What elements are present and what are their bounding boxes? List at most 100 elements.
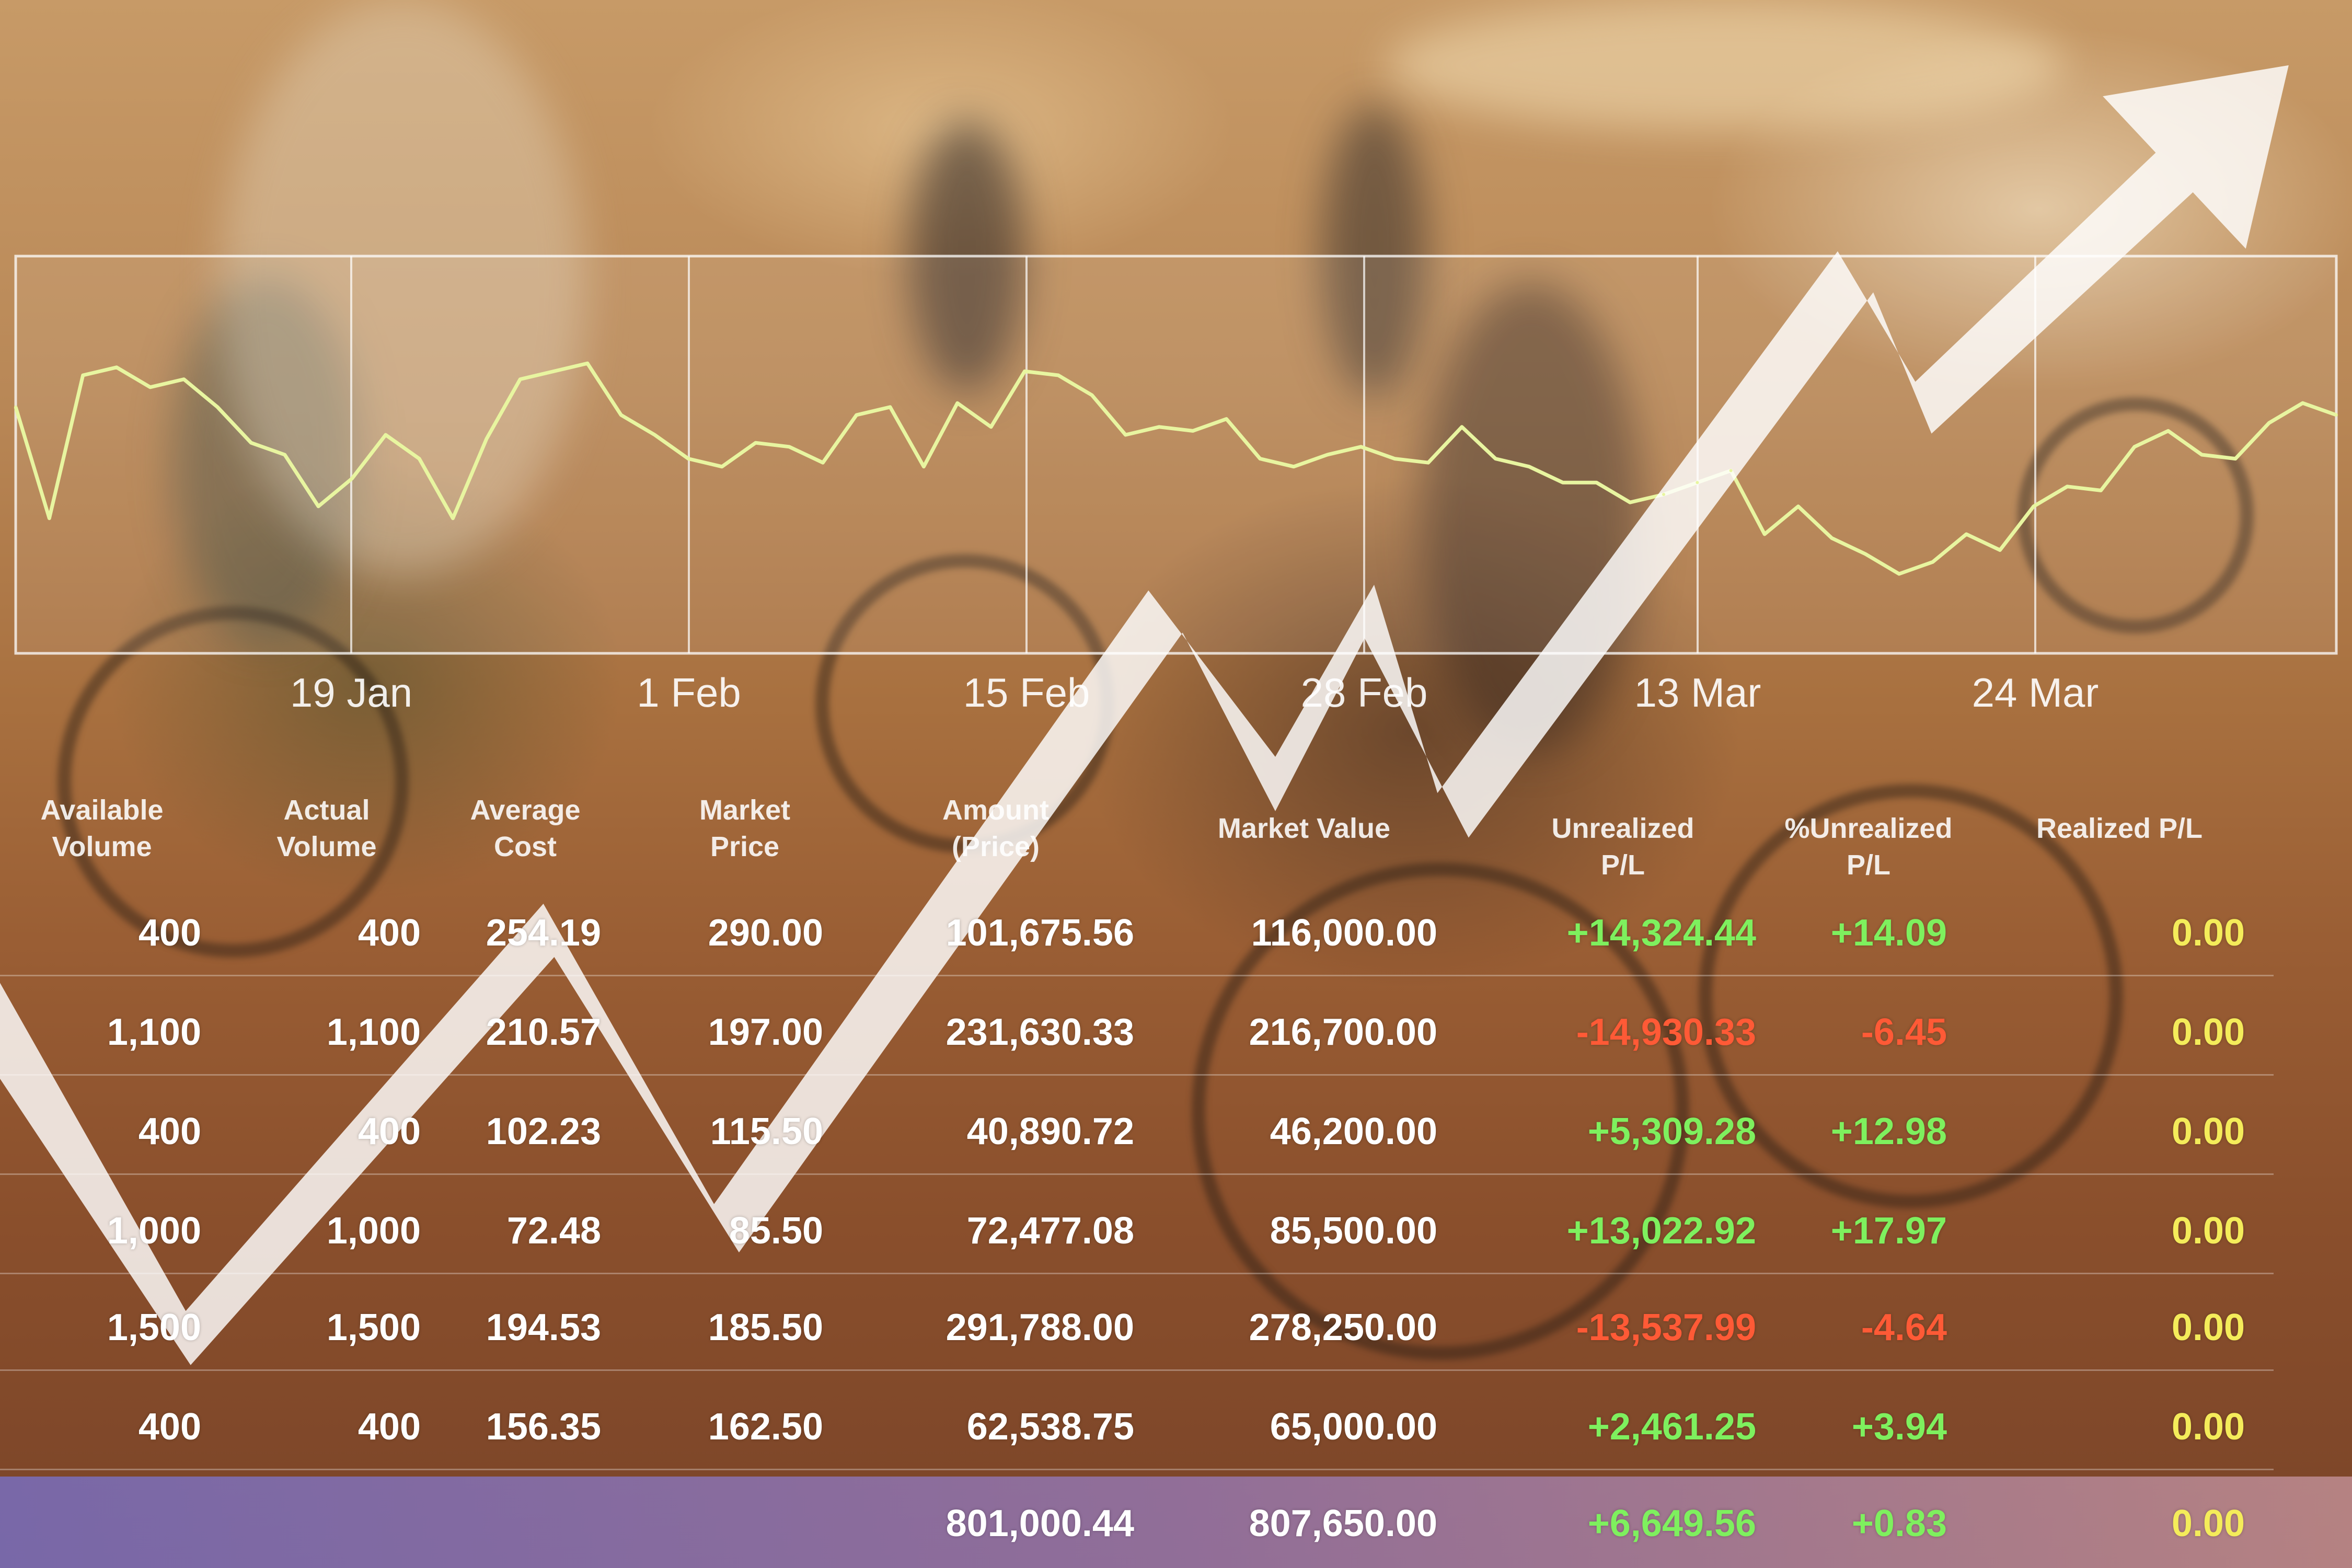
total-row-band <box>0 1477 2352 1568</box>
table-cell: 194.53 <box>486 1307 601 1348</box>
line-point <box>1998 548 2002 552</box>
line-point <box>2301 401 2304 405</box>
line-point <box>1056 374 1060 377</box>
line-point <box>451 516 455 520</box>
line-point <box>48 516 51 520</box>
column-header: %Unrealized P/L <box>1784 813 1953 881</box>
table-cell: 291,788.00 <box>946 1307 1134 1348</box>
total-cell: +6,649.56 <box>1587 1503 1756 1544</box>
table-cell: 0.00 <box>2171 1111 2245 1152</box>
table-cell: 40,890.72 <box>966 1111 1134 1152</box>
row-divider <box>0 975 2274 976</box>
table-cell: 400 <box>358 1111 421 1152</box>
line-point <box>2335 413 2338 417</box>
table-cell: 72.48 <box>506 1210 601 1252</box>
line-point <box>1696 481 1699 485</box>
line-point <box>1225 417 1228 421</box>
table-cell: 65,000.00 <box>1270 1406 1437 1448</box>
total-cell: +0.83 <box>1851 1503 1947 1544</box>
line-point <box>2099 489 2103 492</box>
line-point <box>889 405 892 409</box>
table-cell: +12.98 <box>1830 1111 1947 1152</box>
line-point <box>317 504 320 508</box>
line-point <box>1763 533 1767 536</box>
line-point <box>2066 485 2069 488</box>
table-cell: 0.00 <box>2171 1406 2245 1448</box>
line-point <box>2200 453 2204 456</box>
table-cell: +17.97 <box>1830 1210 1947 1252</box>
column-header: Amount (Price) <box>942 794 1049 862</box>
column-header: Available Volume <box>40 794 164 862</box>
row-divider <box>0 1369 2274 1371</box>
table-cell: 62,538.75 <box>966 1406 1134 1448</box>
line-point <box>1729 469 1733 472</box>
x-tick-label: 24 Mar <box>1971 670 2099 716</box>
table-cell: 1,100 <box>107 1011 201 1053</box>
table-cell: 210.57 <box>486 1011 601 1053</box>
x-tick-label: 15 Feb <box>963 670 1090 716</box>
table-cell: 1,000 <box>107 1210 201 1252</box>
line-point <box>922 465 926 468</box>
table-cell: 101,675.56 <box>946 912 1134 954</box>
line-point <box>2166 429 2170 433</box>
column-header: Unrealized P/L <box>1551 813 1694 881</box>
line-point <box>14 405 17 409</box>
blurred-pillar <box>220 0 585 575</box>
table-cell: 85.50 <box>729 1210 823 1252</box>
x-tick-label: 13 Mar <box>1634 670 1761 716</box>
price-line <box>14 361 2337 576</box>
table-cell: 231,630.33 <box>946 1011 1134 1053</box>
line-point <box>182 377 186 381</box>
total-cell: 801,000.44 <box>946 1503 1134 1544</box>
total-cell: 0.00 <box>2171 1503 2245 1544</box>
x-tick-label: 1 Feb <box>637 670 741 716</box>
line-point <box>686 457 690 460</box>
line-point <box>788 445 791 448</box>
line-point <box>1864 552 1867 556</box>
line-point <box>1830 536 1834 540</box>
table-cell: 156.35 <box>486 1406 601 1448</box>
line-point <box>1157 425 1161 429</box>
table-cell: 72,477.08 <box>966 1210 1134 1252</box>
table-cell: 0.00 <box>2171 912 2245 954</box>
line-point <box>754 441 757 445</box>
table-cell: +13,022.92 <box>1566 1210 1756 1252</box>
line-point <box>1965 533 1968 536</box>
line-point <box>1359 445 1363 448</box>
line-point <box>1662 493 1666 496</box>
blurred-person <box>1322 105 1427 397</box>
column-header: Market Price <box>699 794 791 862</box>
line-point <box>1393 457 1397 460</box>
table-cell: 400 <box>138 1111 201 1152</box>
line-point <box>1124 433 1127 436</box>
table-cell: 0.00 <box>2171 1011 2245 1053</box>
row-divider <box>0 1469 2274 1470</box>
line-point <box>1595 481 1598 485</box>
line-point <box>1460 425 1463 429</box>
table-cell: 400 <box>138 912 201 954</box>
line-point <box>1527 465 1531 468</box>
table-cell: +2,461.25 <box>1587 1406 1756 1448</box>
line-point <box>115 365 119 369</box>
table-cell: 85,500.00 <box>1270 1210 1437 1252</box>
row-divider <box>0 1074 2274 1076</box>
line-point <box>1628 501 1632 504</box>
line-point <box>350 477 354 480</box>
line-point <box>81 374 85 377</box>
line-point <box>249 441 253 445</box>
table-cell: 1,100 <box>326 1011 421 1053</box>
table-cell: 400 <box>138 1406 201 1448</box>
table-cell: 254.19 <box>486 912 601 954</box>
line-point <box>1090 394 1094 397</box>
line-point <box>989 425 993 429</box>
line-point <box>485 437 488 441</box>
table-cell: -13,537.99 <box>1576 1307 1756 1348</box>
row-divider <box>0 1173 2274 1175</box>
line-point <box>2032 504 2035 508</box>
line-point <box>1897 572 1901 575</box>
table-cell: +14.09 <box>1830 912 1947 954</box>
table-cell: 1,500 <box>107 1307 201 1348</box>
table-cell: 102.23 <box>486 1111 601 1152</box>
table-cell: 116,000.00 <box>1251 912 1437 954</box>
